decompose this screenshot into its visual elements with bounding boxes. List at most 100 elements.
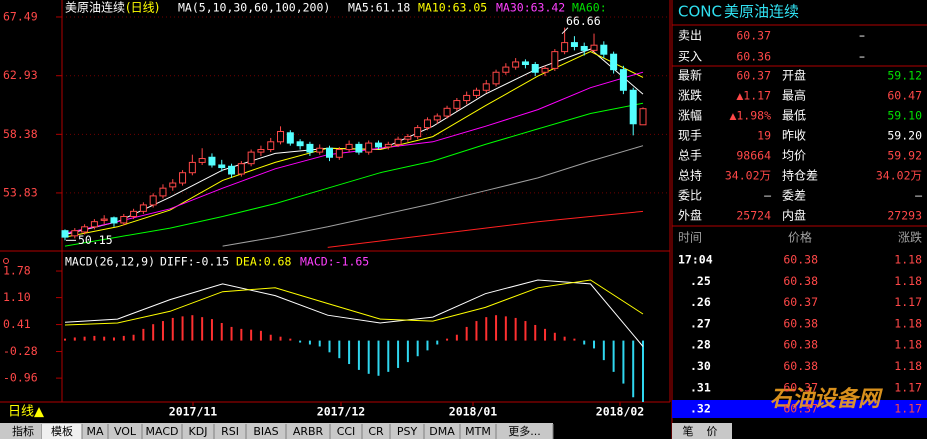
candle-body	[208, 156, 216, 166]
tick-tabs	[672, 423, 732, 439]
toolbar-tab[interactable]: MTM	[465, 425, 491, 438]
toolbar-tab[interactable]: ARBR	[293, 425, 324, 438]
candle-body	[71, 230, 79, 237]
tick-time: .26	[690, 295, 711, 309]
candle-body	[130, 210, 138, 218]
candle-body	[590, 44, 598, 51]
candle-body	[228, 165, 236, 175]
toolbar-tab[interactable]: CR	[368, 425, 384, 438]
toolbar-tab[interactable]: KDJ	[189, 425, 208, 438]
tick-header: 涨跌	[898, 230, 922, 245]
quote-label: 昨收	[782, 129, 806, 143]
quote-label: 委差	[782, 189, 806, 203]
tick-time: 17:04	[678, 253, 713, 267]
tick-price: 60.37	[783, 402, 818, 416]
tick-header: 价格	[788, 230, 812, 245]
toolbar-tab[interactable]: RSI	[221, 425, 239, 438]
candle-body	[414, 127, 422, 138]
candle-body	[159, 187, 167, 197]
candle-body	[570, 42, 578, 47]
toolbar-tab[interactable]: VOL	[114, 425, 137, 438]
candle-body	[61, 230, 69, 238]
toolbar-tab[interactable]: BIAS	[253, 425, 278, 438]
quote-value: 60.36	[736, 50, 771, 64]
candle-body	[600, 44, 608, 55]
tick-price: 60.37	[783, 380, 818, 394]
candle-body	[286, 132, 294, 144]
quote-label: 卖出	[678, 29, 702, 43]
macd-title: MACD(26,12,9)	[65, 255, 155, 269]
y-tick-label: 53.83	[3, 185, 38, 199]
toolbar-tab[interactable]: MA	[86, 425, 103, 438]
candle-body	[512, 61, 520, 68]
quote-label: 总手	[678, 149, 702, 163]
x-tick-label: 2018/01	[449, 405, 498, 419]
candle-body	[149, 195, 157, 206]
tick-price: 60.38	[783, 338, 818, 352]
y-tick-label: 1.78	[3, 264, 31, 278]
quote-label: 买入	[678, 50, 702, 64]
tick-change: 1.18	[894, 274, 922, 288]
y-tick-label: 67.49	[3, 9, 38, 23]
candle-body	[561, 42, 569, 53]
tick-time: .28	[690, 338, 711, 352]
selected-row	[672, 400, 927, 418]
candle-body	[463, 94, 471, 102]
quote-label: 涨跌	[678, 88, 702, 103]
toolbar-tab[interactable]: 更多...	[508, 424, 541, 438]
candle-body	[433, 115, 441, 121]
y-tick-label: 58.38	[3, 127, 38, 141]
candle-body	[306, 143, 314, 153]
tick-time: .31	[690, 380, 711, 394]
candle-body	[551, 51, 559, 69]
x-tick-label: 2017/11	[169, 405, 218, 419]
candle-body	[610, 53, 618, 71]
tick-change: 1.17	[894, 380, 922, 394]
quote-label: 开盘	[782, 68, 806, 83]
quote-label: 内盘	[782, 208, 806, 223]
toolbar-tab[interactable]: MACD	[146, 425, 179, 438]
candle-body	[81, 226, 89, 233]
candle-body	[237, 163, 245, 175]
candle-body	[110, 217, 118, 224]
toolbar-tab[interactable]: 模板	[51, 424, 73, 438]
period-button[interactable]: 日线▲	[8, 405, 44, 420]
tick-tab[interactable]: 笔	[683, 424, 694, 438]
high-annotation: 66.66	[566, 14, 601, 28]
tick-price: 60.38	[783, 253, 818, 267]
candle-body	[453, 100, 461, 109]
quote-value: 25724	[736, 209, 771, 223]
quote-value: –	[915, 189, 922, 203]
toolbar-tab[interactable]: CCI	[337, 425, 356, 438]
candle-body	[90, 221, 98, 228]
tick-change: 1.18	[894, 253, 922, 267]
candle-body	[580, 45, 588, 51]
candle-body	[139, 204, 147, 212]
ma-value: MA30:63.42	[496, 1, 565, 15]
candle-body	[619, 69, 627, 91]
tick-tab[interactable]: 价	[707, 425, 718, 438]
toolbar-tab[interactable]: 指标	[12, 424, 34, 438]
tick-time: .27	[690, 316, 711, 330]
quote-value: 27293	[887, 209, 922, 223]
candle-body	[218, 164, 226, 169]
toolbar-tab[interactable]: PSY	[397, 425, 418, 438]
candle-body	[100, 218, 108, 221]
quote-value: 59.20	[887, 129, 922, 143]
candle-body	[639, 108, 647, 126]
candle-body	[198, 158, 206, 163]
tick-time: .30	[690, 359, 711, 373]
quote-value: 19	[757, 129, 771, 143]
quote-label: 涨幅	[678, 108, 702, 123]
toolbar-tab[interactable]: DMA	[429, 425, 455, 438]
candle-body	[365, 142, 373, 153]
quote-value: ▲1.98%	[729, 109, 771, 123]
candle-body	[629, 89, 637, 125]
candle-body	[374, 142, 382, 148]
candle-body	[247, 151, 255, 165]
quote-value: –	[764, 189, 771, 203]
quote-label: 委比	[678, 189, 702, 203]
tick-change: 1.18	[894, 338, 922, 352]
quote-label: 最高	[782, 88, 806, 103]
y-tick-label: -0.28	[3, 344, 38, 358]
